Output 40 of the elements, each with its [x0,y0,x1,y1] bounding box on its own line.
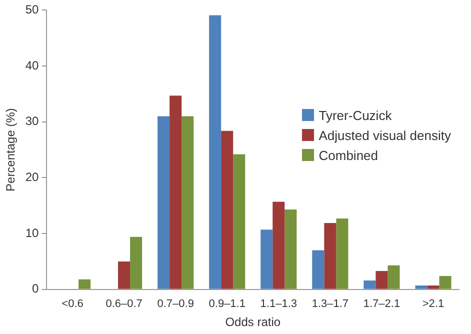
y-axis-title: Percentage (%) [4,108,18,192]
bar [336,218,348,289]
bar [272,202,285,289]
legend-label: Combined [318,148,378,162]
y-tick-label: 30 [25,114,40,128]
x-tick-label: 1.3–1.7 [312,298,349,310]
bar [118,261,130,289]
bar [209,15,222,289]
x-tick-label: 0.6–0.7 [106,298,142,310]
y-tick-label: 20 [25,170,40,184]
x-tick-label: 0.7–0.9 [157,298,194,310]
y-tick-label: 50 [25,2,40,17]
x-tick-label: >2.1 [422,298,444,310]
bar [388,265,400,289]
bar [284,210,297,289]
bar [78,279,91,289]
bar [170,96,182,289]
y-tick-label: 40 [25,58,40,72]
bar [260,230,273,289]
legend-label: Tyrer-Cuzick [318,108,392,122]
bar [182,116,194,289]
bar [324,222,336,289]
x-tick-label: 1.1–1.3 [260,298,297,310]
bar [427,285,440,289]
x-tick-label: 0.9–1.1 [208,298,246,310]
legend-label: Adjusted visual density [318,128,451,142]
x-tick-label: <0.6 [62,298,84,310]
x-tick-label: 1.7–2.1 [363,298,400,310]
bar [221,130,234,289]
bar [364,280,376,289]
bar [158,116,170,289]
bar [130,236,142,289]
bar [415,285,428,289]
x-axis-title: Odds ratio [225,315,281,330]
bar [312,250,324,289]
bar [376,270,388,289]
bar [439,276,452,289]
y-tick-label: 10 [25,226,40,240]
y-tick-label: 0 [32,282,40,296]
bar [233,154,246,289]
